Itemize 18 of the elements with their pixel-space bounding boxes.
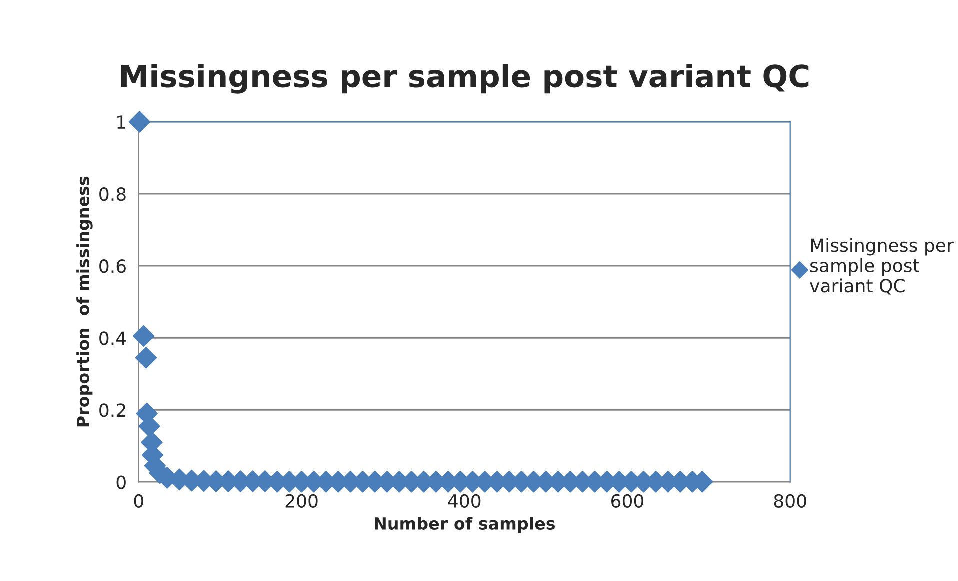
y-axis-title: Proportion of missingness [76, 176, 93, 427]
x-tick-label: 400 [448, 494, 481, 508]
x-tick-label: 600 [612, 494, 644, 508]
point [135, 347, 158, 369]
point [132, 325, 155, 348]
chart-title: Missingness per sample post variant QC [122, 64, 809, 94]
y-tick-label: 0 [116, 476, 126, 490]
point [128, 111, 151, 133]
y-tick-label: 0.2 [100, 404, 126, 418]
y-tick-label: 0.4 [100, 332, 126, 346]
x-tick-label: 200 [286, 494, 318, 508]
x-axis-title: Number of samples [374, 517, 556, 534]
y-tick-label: 1 [118, 116, 126, 129]
y-tick-label: 0.8 [100, 188, 126, 202]
x-tick-label: 0 [134, 494, 144, 508]
legend-label: Missingness per sample post variant QC [810, 238, 954, 295]
x-tick-label: 800 [774, 494, 806, 508]
y-tick-label: 0.6 [100, 260, 126, 274]
